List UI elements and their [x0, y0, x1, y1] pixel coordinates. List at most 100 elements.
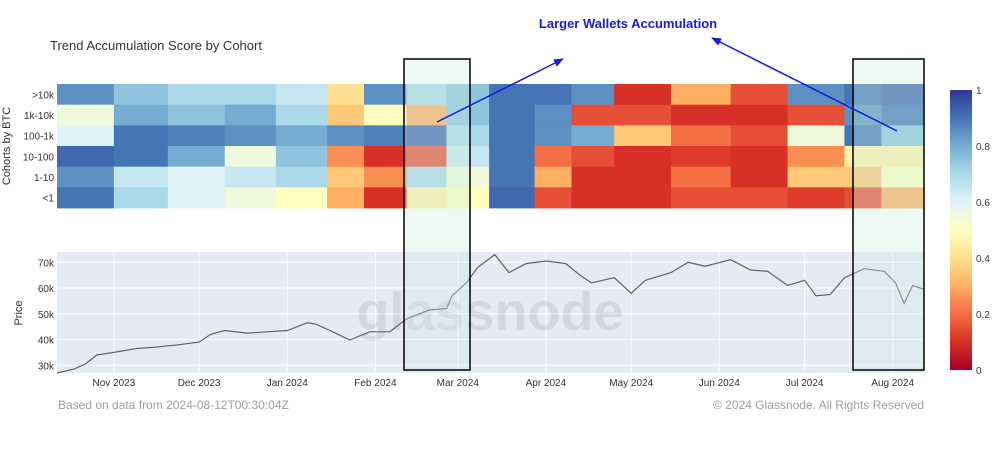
price-plot-background [57, 252, 924, 373]
price-x-tick-label: May 2024 [609, 378, 653, 389]
heatmap-cell [614, 146, 672, 168]
heatmap-cell [275, 104, 328, 126]
heatmap-cell [275, 166, 328, 188]
heatmap-cell [881, 146, 925, 168]
price-x-tick-label: Jan 2024 [267, 378, 309, 389]
footer-data-source: Based on data from 2024-08-12T00:30:04Z [58, 398, 289, 412]
heatmap-cell [57, 84, 115, 106]
heatmap-cell [446, 84, 490, 106]
heatmap-cell [167, 146, 226, 168]
heatmap-cell [489, 187, 536, 209]
colorbar-tick-label: 1 [976, 86, 982, 97]
price-x-tick-label: Jul 2024 [786, 378, 824, 389]
heatmap-cell [787, 84, 845, 106]
price-gridlines [57, 252, 924, 373]
heatmap-cell [113, 146, 169, 168]
colorbar: 0 0.2 0.4 0.6 0.8 1 [950, 86, 990, 377]
heatmap-cell [730, 104, 789, 126]
heatmap-cell [275, 125, 328, 147]
heatmap [57, 84, 925, 209]
heatmap-cell [446, 125, 490, 147]
price-y-tick-label: 60k [38, 284, 55, 295]
heatmap-cell [787, 125, 845, 147]
watermark: glassnode [356, 282, 623, 342]
heatmap-cell [534, 187, 573, 209]
heatmap-cell [844, 146, 882, 168]
heatmap-cell [571, 166, 615, 188]
heatmap-cell [671, 187, 732, 209]
annotation-arrow-left [436, 58, 564, 123]
heatmap-cell [406, 166, 448, 188]
colorbar-tick-label: 0.2 [976, 310, 990, 321]
heatmap-cell [57, 187, 115, 209]
heatmap-cell [113, 166, 169, 188]
heatmap-cell [57, 166, 115, 188]
colorbar-tick-label: 0 [976, 366, 982, 377]
heatmap-cell [406, 125, 448, 147]
heatmap-cell [224, 104, 277, 126]
heatmap-cell [881, 125, 925, 147]
price-y-axis-title: Price [13, 300, 25, 325]
heatmap-cell [113, 187, 169, 209]
heatmap-cell [327, 166, 365, 188]
price-x-tick-label: Feb 2024 [354, 378, 397, 389]
heatmap-cell [113, 84, 169, 106]
heatmap-cell [406, 146, 448, 168]
price-y-tick-label: 30k [38, 361, 55, 372]
heatmap-cell [730, 125, 789, 147]
chart-title: Trend Accumulation Score by Cohort [50, 38, 262, 53]
footer-copyright: © 2024 Glassnode. All Rights Reserved [713, 398, 924, 412]
heatmap-cell [614, 166, 672, 188]
heatmap-cell [446, 104, 490, 126]
heatmap-cell [489, 104, 536, 126]
heatmap-row-label: 100-1k [23, 132, 55, 143]
heatmap-cell [167, 84, 226, 106]
heatmap-cell [571, 146, 615, 168]
heatmap-cell [844, 125, 882, 147]
heatmap-cell [571, 187, 615, 209]
heatmap-cell [167, 125, 226, 147]
heatmap-cell [406, 187, 448, 209]
heatmap-cell [167, 104, 226, 126]
price-y-tick-label: 40k [38, 336, 55, 347]
heatmap-row-labels: >10k 1k-10k 100-1k 10-100 1-10 <1 [23, 90, 55, 204]
heatmap-cell [534, 166, 573, 188]
heatmap-cell [364, 146, 408, 168]
heatmap-cell [327, 84, 365, 106]
heatmap-cell [446, 146, 490, 168]
heatmap-cell [167, 187, 226, 209]
price-y-tick-label: 70k [38, 258, 55, 269]
price-series-line [56, 253, 925, 374]
price-x-tick-labels: Nov 2023 Dec 2023 Jan 2024 Feb 2024 Mar 2024… [92, 378, 914, 389]
heatmap-cell [881, 166, 925, 188]
heatmap-cell [406, 84, 448, 106]
heatmap-cell [327, 146, 365, 168]
heatmap-cell [113, 125, 169, 147]
price-x-tick-label: Dec 2023 [178, 378, 221, 389]
heatmap-cell [224, 125, 277, 147]
heatmap-cell [881, 104, 925, 126]
heatmap-cell [571, 104, 615, 126]
heatmap-row-label: 1k-10k [24, 111, 55, 122]
colorbar-tick-label: 0.4 [976, 254, 990, 265]
heatmap-cell [406, 104, 448, 126]
heatmap-cell [730, 84, 789, 106]
heatmap-cell [614, 84, 672, 106]
heatmap-cell [327, 104, 365, 126]
heatmap-cell [571, 125, 615, 147]
heatmap-cell [614, 125, 672, 147]
heatmap-cell [787, 166, 845, 188]
heatmap-cell [787, 146, 845, 168]
heatmap-y-axis-title: Cohorts by BTC [1, 107, 13, 185]
heatmap-cell [614, 187, 672, 209]
price-y-tick-label: 50k [38, 310, 55, 321]
heatmap-cell [881, 187, 925, 209]
highlight-box-august [852, 58, 925, 371]
heatmap-cell [364, 166, 408, 188]
heatmap-cell [787, 187, 845, 209]
heatmap-cell [881, 84, 925, 106]
heatmap-cell [113, 104, 169, 126]
heatmap-cell [57, 125, 115, 147]
colorbar-tick-label: 0.6 [976, 198, 990, 209]
